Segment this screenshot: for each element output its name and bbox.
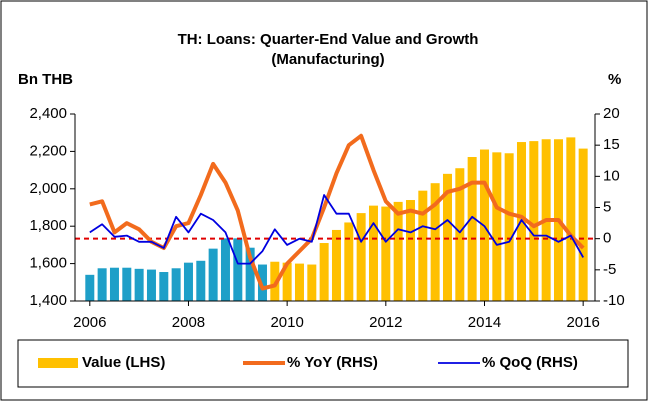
bar xyxy=(331,229,341,301)
x-tick-label: 2014 xyxy=(468,314,501,331)
bar xyxy=(393,201,403,301)
bar xyxy=(85,274,95,301)
line-series xyxy=(89,133,585,291)
bar xyxy=(245,247,255,301)
bar xyxy=(467,157,477,301)
y2-tick-label: 5 xyxy=(603,198,611,215)
bar xyxy=(233,238,243,301)
line-series xyxy=(89,194,584,265)
bar xyxy=(294,263,304,301)
bar xyxy=(171,268,181,301)
x-tick-label: 2012 xyxy=(369,314,402,331)
y2-tick-label: 0 xyxy=(603,230,611,247)
bar xyxy=(257,264,267,301)
legend-label: Value (LHS) xyxy=(82,354,165,371)
y2-tick-label: -10 xyxy=(603,292,625,309)
bar xyxy=(282,262,292,301)
chart-title: (Manufacturing) xyxy=(271,51,384,68)
bar xyxy=(196,260,206,301)
bar xyxy=(159,272,169,301)
y-tick-label: 1,800 xyxy=(29,217,67,234)
y-tick-label: 1,600 xyxy=(29,255,67,272)
bar xyxy=(368,205,378,301)
bar xyxy=(134,268,144,301)
bar xyxy=(492,152,502,301)
y-tick-label: 2,000 xyxy=(29,180,67,197)
y2-tick-label: 15 xyxy=(603,136,620,153)
legend-label: % YoY (RHS) xyxy=(287,354,378,371)
bar xyxy=(504,153,514,301)
bar xyxy=(220,238,230,301)
y-tick-label: 1,400 xyxy=(29,292,67,309)
bar xyxy=(455,168,465,301)
bar xyxy=(381,206,391,301)
y2-tick-label: -5 xyxy=(603,261,616,278)
bar xyxy=(208,248,218,301)
x-tick-label: 2016 xyxy=(566,314,599,331)
x-tick-label: 2006 xyxy=(73,314,106,331)
y2-axis-label: % xyxy=(608,71,621,88)
bar xyxy=(529,141,539,301)
bar xyxy=(146,269,156,301)
bar xyxy=(183,262,193,301)
bar xyxy=(109,267,119,301)
y-tick-label: 2,400 xyxy=(29,105,67,122)
bar xyxy=(430,183,440,301)
bar xyxy=(344,222,354,301)
x-tick-label: 2010 xyxy=(270,314,303,331)
y-axis-label: Bn THB xyxy=(18,71,73,88)
bar xyxy=(356,213,366,301)
y2-tick-label: 10 xyxy=(603,167,620,184)
bar xyxy=(307,264,317,301)
bar xyxy=(442,173,452,301)
bar xyxy=(566,137,576,301)
legend-label: % QoQ (RHS) xyxy=(482,354,578,371)
bar xyxy=(405,200,415,301)
x-tick-label: 2008 xyxy=(172,314,205,331)
y2-tick-label: 20 xyxy=(603,105,620,122)
legend-box xyxy=(17,339,629,388)
bar xyxy=(418,190,428,301)
bar xyxy=(319,243,329,301)
legend-swatch xyxy=(38,358,78,368)
bar xyxy=(97,268,107,301)
y-tick-label: 2,200 xyxy=(29,142,67,159)
bar xyxy=(578,148,588,301)
chart-title: TH: Loans: Quarter-End Value and Growth xyxy=(178,31,479,48)
bar xyxy=(122,267,132,301)
